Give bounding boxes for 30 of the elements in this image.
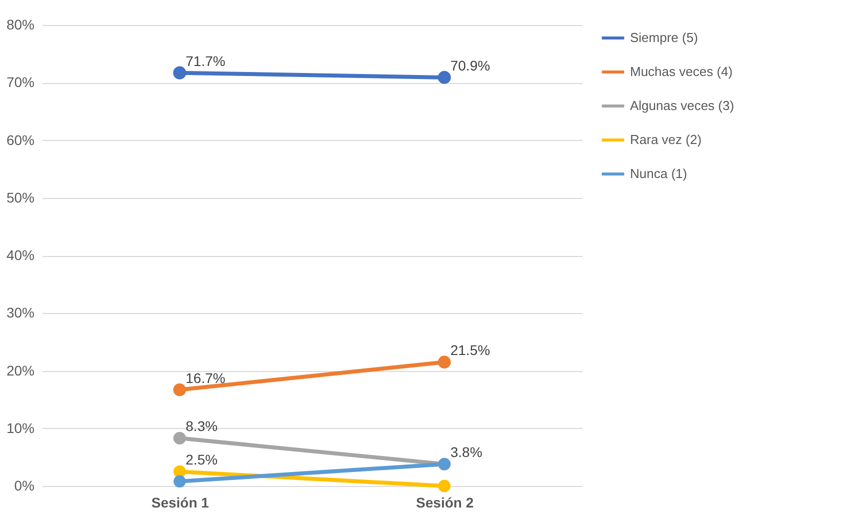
x-tick-label: Sesión 1 <box>151 494 210 510</box>
y-tick-label: 80% <box>6 16 34 32</box>
data-label: 2.5% <box>186 452 218 468</box>
point <box>173 383 186 396</box>
data-label: 21.5% <box>450 342 490 358</box>
y-tick-label: 70% <box>6 74 34 90</box>
y-tick-label: 50% <box>6 189 34 206</box>
point <box>174 475 186 488</box>
point <box>438 480 451 492</box>
data-label: 8.3% <box>186 418 218 434</box>
y-tick-label: 30% <box>6 304 34 321</box>
point <box>438 70 451 84</box>
legend-label: Rara vez (2) <box>630 132 702 147</box>
y-tick-label: 40% <box>6 247 34 263</box>
data-label: 16.7% <box>186 370 226 386</box>
legend-label: Muchas veces (4) <box>630 64 733 79</box>
legend-label: Algunas veces (3) <box>630 98 734 113</box>
point <box>438 356 451 369</box>
data-label: 3.8% <box>450 444 482 460</box>
point <box>173 66 186 80</box>
y-tick-label: 20% <box>6 362 34 378</box>
legend-label: Nunca (1) <box>630 166 688 181</box>
y-tick-label: 0% <box>14 478 34 494</box>
y-tick-label: 60% <box>6 132 34 148</box>
point <box>173 432 186 444</box>
data-label: 70.9% <box>450 57 490 74</box>
y-tick-label: 10% <box>6 420 34 436</box>
legend-label: Siempre (5) <box>630 30 698 45</box>
x-tick-label: Sesión 2 <box>416 494 474 510</box>
data-label: 71.7% <box>186 52 226 69</box>
